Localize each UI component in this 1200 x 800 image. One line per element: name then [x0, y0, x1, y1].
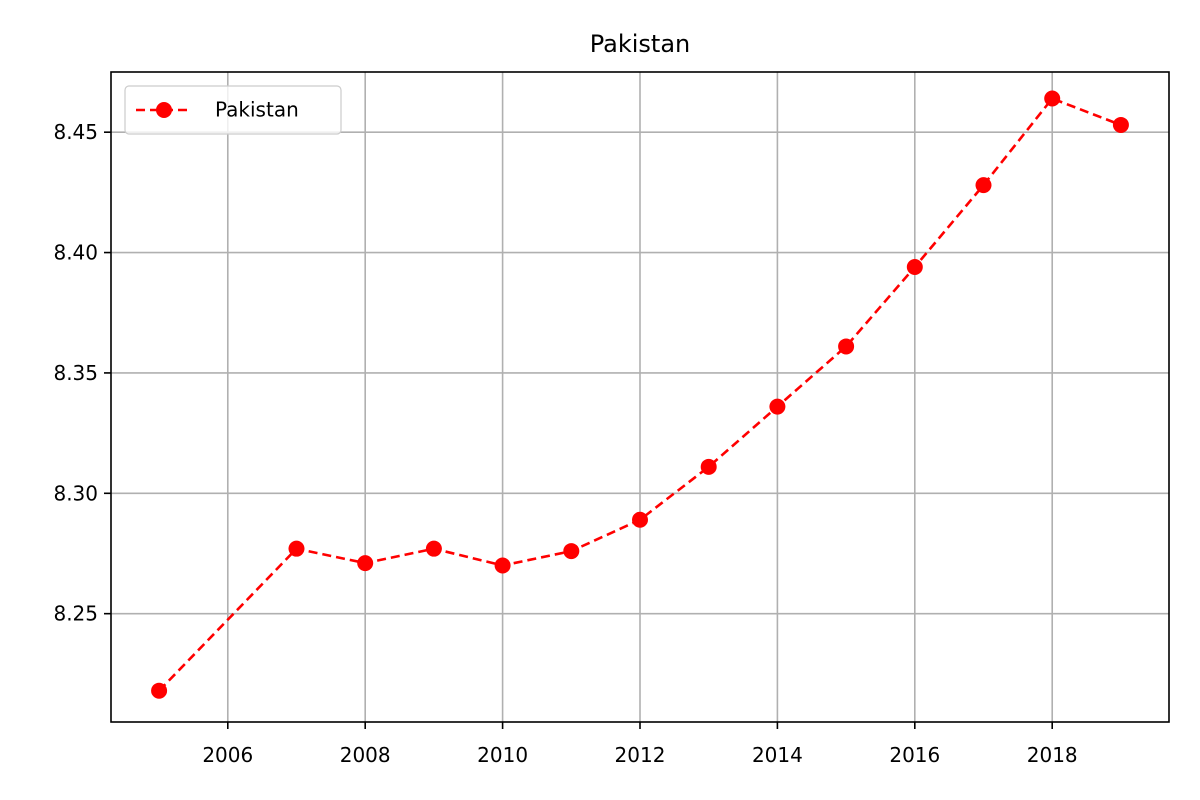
- x-tick-label: 2012: [615, 743, 666, 767]
- data-point: [906, 259, 923, 275]
- data-point: [494, 557, 511, 574]
- legend-marker: [156, 102, 172, 118]
- data-point: [975, 177, 992, 194]
- legend-box: [124, 85, 342, 135]
- data-point: [1044, 90, 1061, 107]
- y-tick-label: 8.25: [53, 602, 98, 626]
- data-point: [1112, 116, 1129, 133]
- x-axis-ticks: 2006 2008 2010 2012 2014 2016 2018: [202, 722, 1078, 767]
- y-tick-label: 8.40: [53, 241, 98, 265]
- data-point: [357, 555, 374, 572]
- data-point: [563, 543, 580, 560]
- data-point: [632, 511, 648, 528]
- legend: Pakistan: [124, 85, 342, 135]
- x-tick-label: 2018: [1027, 743, 1078, 767]
- grid: [111, 72, 1169, 722]
- y-tick-label: 8.45: [53, 120, 98, 144]
- chart-title: Pakistan: [590, 30, 691, 58]
- data-point: [151, 682, 168, 699]
- x-tick-label: 2016: [889, 743, 940, 767]
- data-point: [838, 338, 855, 355]
- data-point: [288, 540, 305, 557]
- data-point: [700, 458, 717, 475]
- y-axis-ticks: 8.25 8.30 8.35 8.40 8.45: [53, 120, 111, 626]
- legend-label: Pakistan: [215, 98, 299, 122]
- data-point: [425, 540, 442, 557]
- y-tick-label: 8.30: [53, 481, 98, 505]
- x-tick-label: 2014: [752, 743, 803, 767]
- plot-frame: [110, 71, 1170, 723]
- x-tick-label: 2010: [477, 743, 528, 767]
- series-layer: [151, 90, 1129, 699]
- data-point: [769, 398, 786, 415]
- x-tick-label: 2008: [340, 743, 391, 767]
- y-tick-label: 8.35: [53, 361, 98, 385]
- x-tick-label: 2006: [202, 743, 253, 767]
